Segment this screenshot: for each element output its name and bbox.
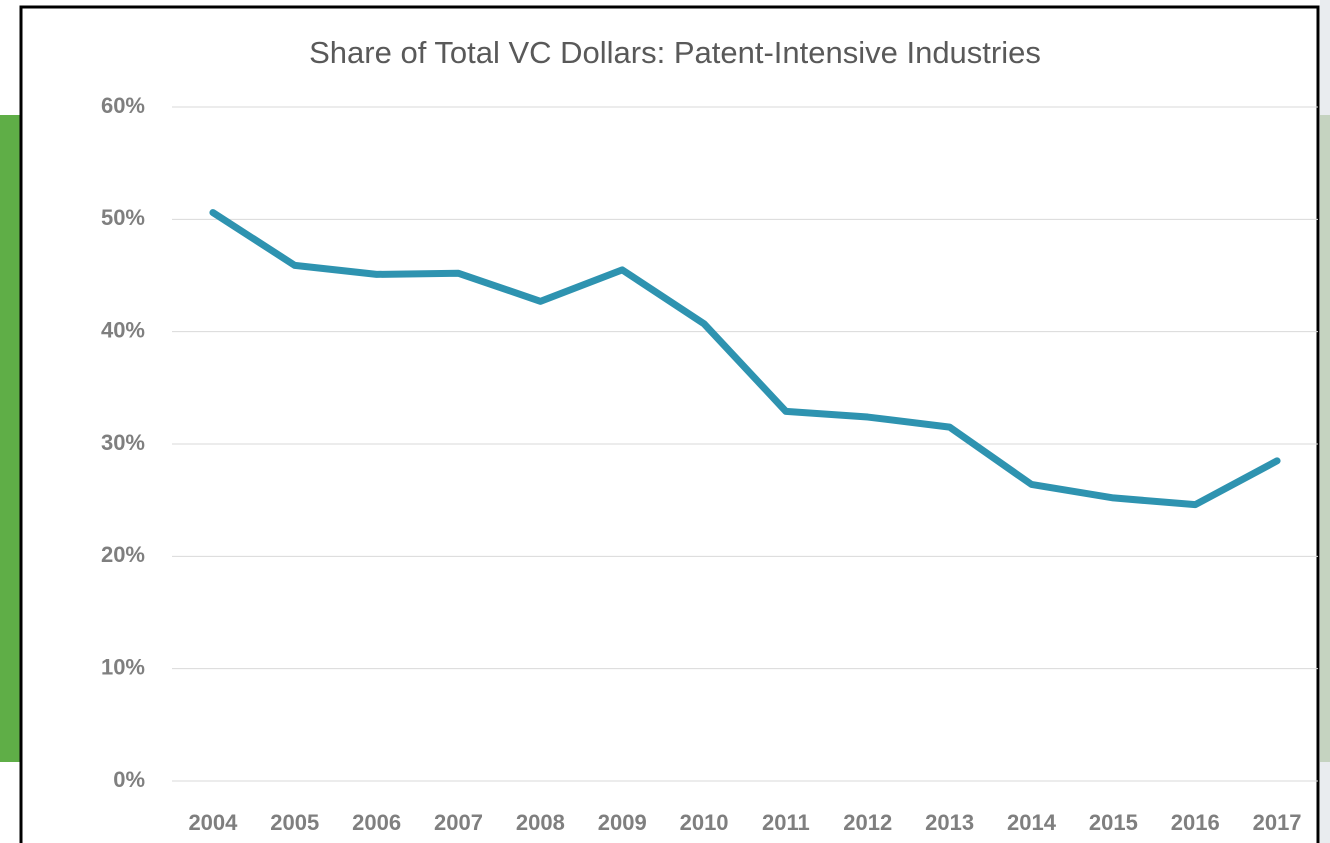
y-tick-label: 50% [101, 205, 145, 230]
y-tick-label: 10% [101, 654, 145, 679]
x-tick-label: 2005 [270, 810, 319, 835]
x-tick-label: 2014 [1007, 810, 1057, 835]
x-tick-label: 2009 [598, 810, 647, 835]
y-tick-label: 60% [101, 93, 145, 118]
side-band [0, 115, 22, 762]
x-tick-label: 2007 [434, 810, 483, 835]
x-tick-label: 2016 [1171, 810, 1220, 835]
x-tick-label: 2012 [843, 810, 892, 835]
y-tick-label: 20% [101, 542, 145, 567]
chart-title: Share of Total VC Dollars: Patent-Intens… [309, 35, 1041, 70]
x-tick-label: 2015 [1089, 810, 1138, 835]
x-tick-label: 2011 [762, 810, 810, 835]
x-tick-label: 2008 [516, 810, 565, 835]
x-tick-label: 2006 [352, 810, 401, 835]
side-band [1320, 115, 1330, 762]
y-tick-label: 40% [101, 317, 145, 342]
x-tick-label: 2004 [188, 810, 238, 835]
x-tick-label: 2013 [925, 810, 974, 835]
data-line [209, 209, 1281, 509]
x-tick-label: 2017 [1253, 810, 1302, 835]
chart-frame [19, 5, 1320, 843]
x-tick-label: 2010 [680, 810, 729, 835]
y-tick-label: 30% [101, 430, 145, 455]
y-tick-label: 0% [113, 767, 145, 792]
